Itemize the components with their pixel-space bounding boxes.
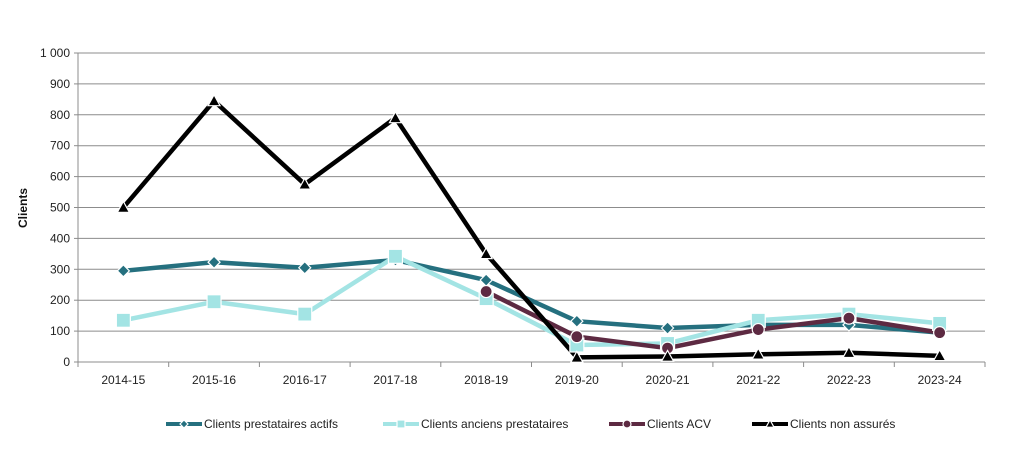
series-4-point [116, 200, 131, 213]
series-4-point [479, 246, 494, 260]
y-tick-label: 800 [50, 108, 70, 122]
series-2-point [387, 248, 404, 264]
y-tick-label: 500 [50, 201, 70, 215]
x-tick-label: 2023-24 [918, 373, 962, 387]
y-tick-label: 100 [50, 324, 70, 338]
legend-label: Clients ACV [647, 417, 711, 431]
legend-item: Clients prestataires actifs [166, 417, 338, 431]
series-3-point [479, 284, 493, 299]
legend-label: Clients anciens prestataires [421, 417, 568, 431]
series-4-point [660, 349, 675, 362]
series-3-point [751, 322, 765, 337]
y-tick-label: 200 [50, 293, 70, 307]
y-tick-label: 900 [50, 77, 70, 91]
x-tick-label: 2021-22 [736, 373, 780, 387]
series-3-point [570, 330, 584, 344]
series-1-point [207, 255, 221, 270]
series-3-point [842, 311, 856, 325]
x-tick-labels: 2014-15 2015-16 2016-17 2017-18 2018-19 2019-… [101, 373, 962, 387]
legend-swatch-marker [396, 419, 406, 429]
series-4-point [569, 350, 584, 363]
legend-item: Clients anciens prestataires [383, 417, 568, 431]
axes [74, 52, 986, 367]
series-2-point [115, 312, 131, 328]
series-2-point [297, 306, 313, 322]
series-markers [115, 93, 948, 363]
series-3-point [933, 326, 947, 340]
y-tick-label: 700 [50, 139, 70, 153]
x-tick-label: 2015-16 [192, 373, 236, 387]
y-tick-labels: 0 100 200 300 400 500 600 700 800 900 1 000 [40, 46, 70, 369]
legend: Clients prestataires actifs Clients ancie… [166, 417, 895, 431]
x-tick-label: 2018-19 [464, 373, 508, 387]
y-tick-label: 300 [50, 262, 70, 276]
series-lines [121, 97, 941, 360]
series-2-line [122, 253, 940, 348]
y-tick-label: 1 000 [40, 46, 70, 60]
series-1-point [116, 263, 131, 278]
series-4-point [751, 347, 766, 360]
y-tick-label: 400 [50, 231, 70, 245]
series-3-line [485, 289, 941, 351]
gridlines [78, 52, 985, 332]
legend-swatch-marker [622, 419, 632, 429]
x-tick-label: 2017-18 [373, 373, 417, 387]
series-2-point [206, 294, 222, 310]
y-tick-label: 600 [50, 170, 70, 184]
legend-item: Clients ACV [609, 417, 711, 431]
series-4-point [841, 345, 856, 359]
x-tick-label: 2022-23 [827, 373, 871, 387]
legend-swatch-marker [179, 419, 189, 429]
series-1-point [297, 260, 312, 275]
x-tick-label: 2016-17 [283, 373, 327, 387]
series-4-point [297, 177, 312, 190]
x-tick-label: 2020-21 [646, 373, 690, 387]
series-1-point [660, 321, 675, 335]
legend-label: Clients prestataires actifs [204, 417, 338, 431]
legend-swatch-marker [764, 418, 776, 428]
x-tick-label: 2014-15 [101, 373, 145, 387]
series-4-point [207, 93, 222, 107]
y-axis-title: Clients [16, 188, 30, 228]
series-4-line [121, 97, 940, 360]
series-4-point [388, 110, 403, 124]
legend-label: Clients non assurés [790, 417, 895, 431]
series-1-point [570, 314, 584, 329]
x-tick-label: 2019-20 [555, 373, 599, 387]
legend-item: Clients non assurés [752, 417, 895, 431]
series-4-point [932, 348, 947, 362]
y-tick-label: 0 [63, 355, 70, 369]
